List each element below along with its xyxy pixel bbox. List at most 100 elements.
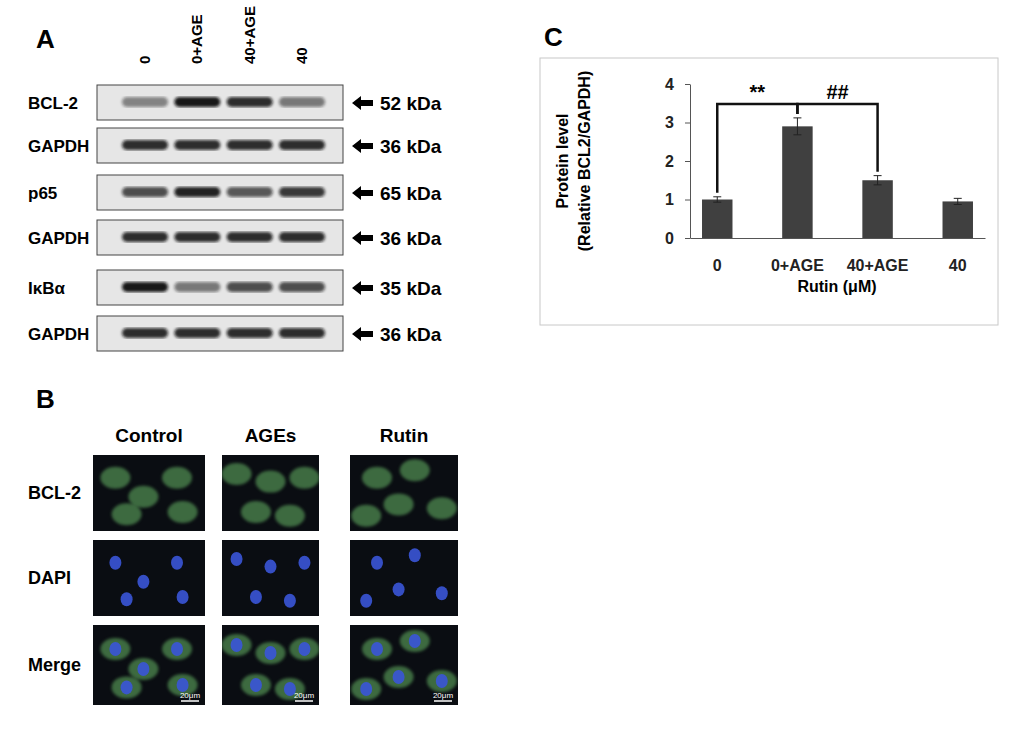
cell-stain <box>427 497 457 519</box>
y-axis-title: Protein level <box>554 113 571 208</box>
bar <box>782 126 812 238</box>
cell-stain <box>289 467 319 489</box>
micrograph <box>222 455 319 531</box>
scale-bar-label: 20μm <box>294 691 315 700</box>
y-tick-label: 2 <box>665 153 674 170</box>
x-tick: 40 <box>949 238 967 274</box>
nucleus <box>121 592 133 606</box>
band <box>174 97 220 107</box>
band <box>279 97 325 107</box>
micrograph <box>350 540 458 616</box>
nucleus <box>284 594 296 608</box>
cell-stain <box>222 634 252 656</box>
micrograph <box>350 625 458 705</box>
x-tick-label: 0 <box>713 257 722 274</box>
blot-strip <box>97 316 343 351</box>
nucleus <box>250 590 262 604</box>
y-tick-mark <box>685 238 690 239</box>
blot-strip <box>97 220 343 255</box>
cell-stain <box>112 676 142 698</box>
error-bar <box>797 118 798 135</box>
error-bar <box>717 197 718 202</box>
y-tick-mark <box>685 123 690 124</box>
error-cap <box>713 196 721 197</box>
nucleus <box>137 662 149 676</box>
x-tick: 40+AGE <box>847 238 909 274</box>
nucleus <box>177 590 189 604</box>
nucleus <box>177 678 189 692</box>
nucleus <box>265 560 277 574</box>
cell-stain <box>362 638 392 660</box>
blot-strip <box>97 175 343 210</box>
significance-label: ** <box>750 81 766 103</box>
arrow <box>352 186 373 200</box>
size-label: 52 kDa <box>380 93 442 114</box>
nucleus <box>298 642 310 656</box>
band <box>227 187 273 197</box>
image-background <box>222 540 319 616</box>
nucleus <box>393 670 405 684</box>
cell-stain <box>351 678 381 700</box>
nucleus <box>371 642 383 656</box>
x-axis-line <box>691 238 986 239</box>
band <box>122 97 168 107</box>
error-bar <box>957 198 958 204</box>
nucleus <box>298 556 310 570</box>
cell-stain <box>351 505 381 527</box>
band <box>227 140 273 150</box>
y-tick-mark <box>685 161 690 162</box>
row-label: IκBα <box>28 279 65 298</box>
y-axis-title: (Relative BCL2/GAPDH) <box>576 71 593 251</box>
image-background <box>93 625 205 705</box>
cell-stain <box>241 501 271 523</box>
error-cap <box>954 204 962 205</box>
y-tick-label: 0 <box>665 230 674 247</box>
blot-strip <box>97 85 343 120</box>
size-label: 35 kDa <box>380 278 442 299</box>
nucleus <box>409 548 421 562</box>
panel-label: A <box>36 24 55 54</box>
nucleus <box>371 556 383 570</box>
band <box>174 282 220 292</box>
row-label: GAPDH <box>28 325 89 344</box>
image-background <box>222 455 319 531</box>
lane-label: 40+AGE <box>241 6 258 64</box>
bar <box>862 180 892 238</box>
band <box>279 328 325 338</box>
cell-stain <box>168 501 198 523</box>
band <box>279 282 325 292</box>
cell-stain <box>384 666 414 688</box>
panel-label: B <box>36 384 55 414</box>
x-axis: 00+AGE40+AGE40 <box>691 238 986 274</box>
cell-stain <box>222 463 252 485</box>
cell-stain <box>384 493 414 515</box>
arrow <box>352 96 373 110</box>
nucleus <box>121 680 133 694</box>
image-background <box>93 540 205 616</box>
micrograph <box>93 540 205 616</box>
micrograph <box>222 540 319 616</box>
nucleus <box>360 594 372 608</box>
cell-stain <box>162 467 192 489</box>
nucleus <box>265 646 277 660</box>
size-label: 65 kDa <box>380 183 442 204</box>
figure: A00+AGE40+AGE40BCL-252 kDaGAPDH36 kDap65… <box>0 0 1020 749</box>
lane-label: 0+AGE <box>188 14 205 64</box>
nucleus <box>137 575 149 589</box>
band <box>227 282 273 292</box>
nucleus <box>436 674 448 688</box>
image-background <box>350 625 458 705</box>
error-cap <box>793 117 801 118</box>
cell-stain <box>128 658 158 680</box>
band <box>174 232 220 242</box>
bar <box>702 200 732 239</box>
x-tick: 0 <box>713 238 722 274</box>
cell-stain <box>400 630 430 652</box>
band <box>279 140 325 150</box>
blot-strip <box>97 270 343 305</box>
band <box>227 328 273 338</box>
blot-strip <box>97 128 343 163</box>
error-cap <box>874 184 882 185</box>
band <box>174 140 220 150</box>
panel-label: C <box>544 22 563 52</box>
